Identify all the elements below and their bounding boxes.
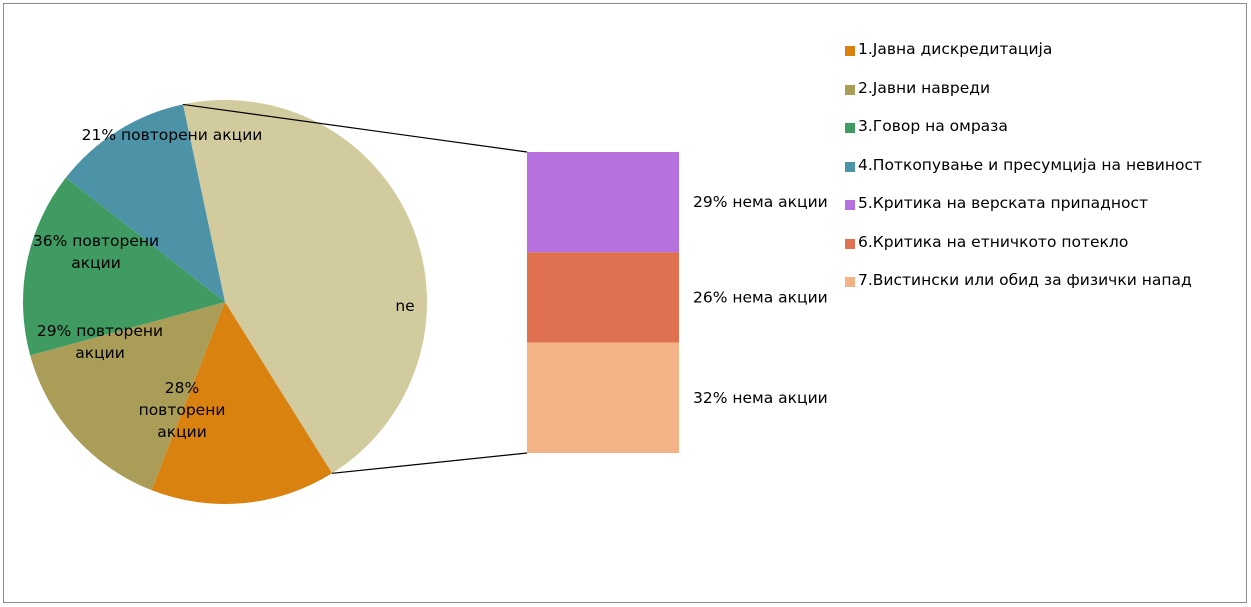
legend-swatch <box>845 200 855 210</box>
legend-swatch <box>845 238 855 249</box>
legend-label: 3.Говор на омраза <box>858 117 1008 135</box>
legend-item: 2.Јавни навреди <box>845 79 1202 118</box>
legend-label: 6.Критика на етничкото потекло <box>858 232 1129 251</box>
legend-item: 6.Критика на етничкото потекло <box>845 233 1202 272</box>
pie-slice-s2 <box>30 302 225 491</box>
bar-segment-b5 <box>527 152 679 253</box>
pie-slice-ne <box>183 99 428 474</box>
pie-slice-s3 <box>22 177 225 356</box>
legend-label: 7.Вистински или обид за физички напад <box>858 271 1192 289</box>
legend-item: 5.Критика на верската припадност <box>845 194 1202 233</box>
legend-swatch <box>845 161 855 172</box>
bar-label-b5: 29% нема акции <box>693 193 828 211</box>
bar-label-b6: 26% нема акции <box>693 289 828 307</box>
legend-label: 5.Критика на верската припадност <box>858 194 1149 212</box>
legend-swatch <box>845 277 855 287</box>
legend-swatch <box>845 46 855 56</box>
pie-label-ne: ne <box>395 297 414 315</box>
bar-label-b7: 32% нема акции <box>693 389 828 407</box>
pie-label-s1: 28% повторени акции <box>139 379 226 441</box>
pie-slice-s4 <box>65 104 225 302</box>
bar-segment-b7 <box>527 342 679 453</box>
legend-swatch <box>845 123 855 133</box>
pie-label-s2: 29% повторени акции <box>37 322 163 362</box>
legend-item: 3.Говор на омраза <box>845 117 1202 156</box>
legend-swatch <box>845 84 855 95</box>
pie-label-s3: 36% повторени акции <box>33 232 159 272</box>
bar-segment-b6 <box>527 252 679 343</box>
pie-slice-s1 <box>151 302 333 505</box>
legend-item: 4.Поткопување и пресумција на невиност <box>845 156 1202 195</box>
legend: 1.Јавна дискредитација 2.Јавни навреди 3.Г… <box>845 40 1202 310</box>
legend-label: 4.Поткопување и пресумција на невиност <box>858 155 1202 174</box>
connector-line-top <box>182 103 528 153</box>
pie-label-s4: 21% повторени акции <box>82 126 263 144</box>
legend-label: 1.Јавна дискредитација <box>858 40 1053 58</box>
legend-item: 7.Вистински или обид за физички напад <box>845 271 1202 310</box>
legend-label: 2.Јавни навреди <box>858 78 991 97</box>
connector-line-bottom <box>331 452 528 474</box>
legend-item: 1.Јавна дискредитација <box>845 40 1202 79</box>
